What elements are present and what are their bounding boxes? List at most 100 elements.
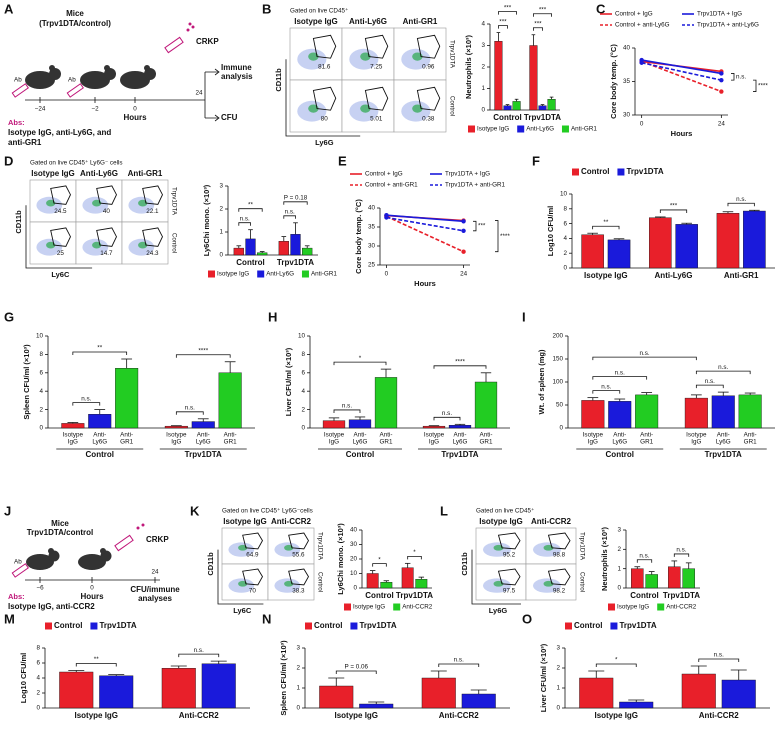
y-tick-label: 1 [219, 229, 223, 236]
axis-arrows [217, 549, 264, 605]
infection-label: CRKP [146, 535, 169, 544]
panel-label: G [4, 309, 14, 324]
legend-label: Anti-Ly6G [526, 126, 554, 133]
y-axis-label: CD11b [460, 552, 469, 576]
category-label: Isotype IgG [334, 711, 378, 720]
column-title: Isotype IgG [223, 517, 267, 526]
y-tick-label: 0 [481, 107, 485, 114]
bar-label: Isotype [424, 432, 445, 439]
legend-label: Isotype IgG [353, 604, 385, 611]
gate-percent: 38.3 [292, 588, 305, 595]
bar [302, 247, 313, 256]
category-label: Anti-CCR2 [699, 711, 740, 720]
sig-bracket [695, 384, 724, 389]
outcome: CFU [221, 113, 238, 122]
row-label: Trpv1DTA [170, 187, 177, 216]
category-label: Control [493, 113, 521, 122]
sig-bracket [495, 220, 499, 253]
gate [312, 34, 337, 59]
column-title: Anti-GR1 [403, 17, 438, 26]
column-title: Isotype IgG [31, 169, 75, 178]
panel-label: O [522, 611, 532, 626]
cell-core [493, 544, 504, 551]
mice-label: Mice [66, 9, 84, 18]
sig-label: **** [455, 358, 465, 365]
category-label: Control [236, 258, 264, 267]
gate [312, 86, 337, 111]
legend-swatch [565, 622, 572, 630]
sig-label: n.s. [194, 647, 204, 654]
sig-label: n.s. [718, 364, 728, 371]
gate-percent: 7.25 [370, 64, 383, 71]
bar [743, 210, 766, 269]
y-tick-label: 3 [296, 645, 300, 652]
bar [581, 400, 605, 429]
legend-label: Control + IgG [365, 171, 403, 178]
row-label: Control [316, 572, 323, 592]
y-tick-label: 2 [481, 64, 485, 71]
row-label: Control [578, 572, 585, 592]
bar-label: Isotype [63, 432, 84, 439]
legend-swatch [572, 168, 579, 176]
y-axis-label: Neutrophils (×10³) [464, 35, 473, 99]
bar [233, 247, 244, 256]
cell-core [284, 580, 294, 587]
gate-title: Gated on live CD45⁺ Ly6G⁻cells [222, 508, 313, 515]
cell-core [412, 104, 423, 113]
category-label: Trpv1DTA [185, 450, 222, 459]
y-tick-label: 0 [353, 585, 357, 592]
y-tick-label: 10 [560, 191, 568, 198]
x-tick-label: 24 [460, 271, 468, 278]
gate [142, 185, 163, 205]
cell-core [92, 199, 102, 207]
sig-bracket [592, 376, 648, 380]
sig-label: *** [504, 4, 512, 11]
bar [716, 213, 740, 269]
legend-swatch [45, 622, 52, 630]
y-axis-label: CD11b [14, 210, 23, 234]
y-tick-label: 0 [219, 252, 223, 259]
y-tick-label: 10 [350, 570, 358, 577]
legend-swatch [301, 270, 309, 278]
sig-bracket [592, 390, 621, 394]
y-axis-label: Neutrophils (×10³) [600, 527, 609, 591]
bar-label: Isotype [686, 432, 707, 439]
legend-swatch [208, 270, 215, 278]
bar [448, 425, 472, 429]
abs-text: Isotype IgG, anti-CCR2 [8, 602, 95, 611]
cell-core [543, 580, 554, 587]
sig-bracket [72, 351, 128, 355]
bar [115, 368, 139, 429]
bar-label: Anti- [93, 432, 106, 439]
axis-arrows [471, 549, 521, 605]
legend-swatch [517, 125, 525, 133]
bar-label: Isotype [324, 432, 345, 439]
y-tick-label: 2 [296, 665, 300, 672]
legend-label: Trpv1DTA [619, 621, 656, 630]
sig-bracket [335, 670, 377, 674]
time-label: 24 [151, 569, 159, 576]
bar [538, 105, 547, 111]
column-title: Anti-GR1 [128, 169, 163, 178]
time-unit: Hours [80, 592, 104, 601]
legend-label: Control + anti-Ly6G [615, 22, 670, 29]
sig-bracket [333, 409, 361, 413]
bar-label: Ly6G [353, 439, 368, 446]
panel-label: E [338, 153, 347, 168]
legend-swatch [257, 270, 265, 278]
outcome: Immune [221, 63, 252, 72]
y-tick-label: 0 [559, 425, 563, 432]
sig-bracket [175, 354, 231, 358]
time-label: −6 [36, 585, 44, 592]
bar-label: GR1 [744, 439, 757, 446]
legend-label: Control [581, 167, 609, 176]
bar [607, 239, 631, 269]
bar [401, 567, 414, 589]
bar-label: Ly6G [453, 439, 468, 446]
bar-label: GR1 [380, 439, 393, 446]
outcome: analyses [138, 594, 172, 603]
y-tick-label: 40 [623, 45, 631, 52]
bar [380, 582, 393, 589]
